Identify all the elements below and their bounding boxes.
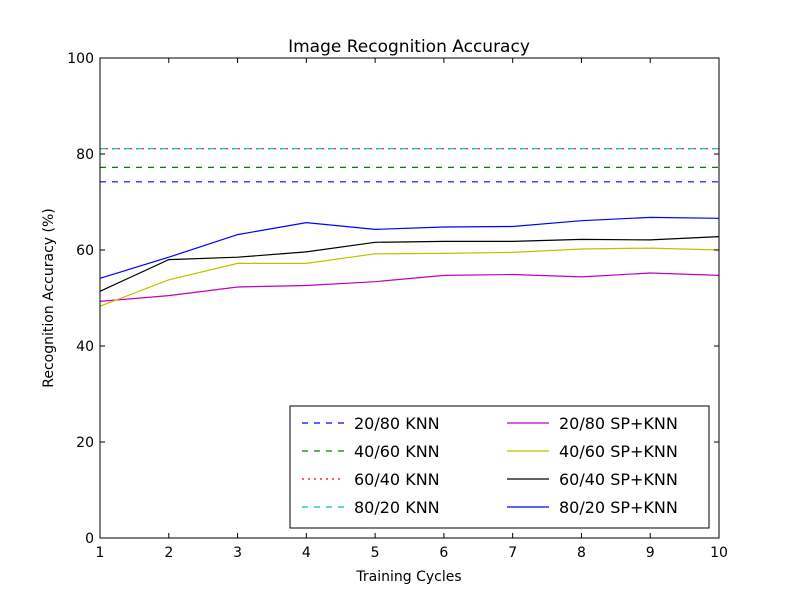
legend-label-20-80-sp-knn: 20/80 SP+KNN: [559, 414, 678, 433]
y-tick-label: 100: [67, 51, 94, 67]
x-axis-label: Training Cycles: [355, 569, 461, 585]
legend-label-80-20-sp-knn: 80/20 SP+KNN: [559, 498, 678, 517]
legend-label-60-40-knn: 60/40 KNN: [354, 470, 440, 489]
x-tick-label: 2: [164, 545, 173, 561]
plot-frame: [99, 57, 720, 539]
y-tick-label: 20: [76, 435, 94, 451]
series-line-40-60-sp-knn: [99, 247, 720, 307]
y-tick-label: 60: [76, 243, 94, 259]
x-tick-label: 6: [439, 545, 448, 561]
y-axis-label: Recognition Accuracy (%): [41, 208, 57, 387]
series-line-60-40-sp-knn: [99, 236, 720, 292]
x-tick-label: 3: [233, 545, 242, 561]
legend-box: [289, 405, 710, 529]
legend-label-20-80-knn: 20/80 KNN: [354, 414, 440, 433]
x-tick-label: 10: [710, 545, 728, 561]
series-line-80-20-sp-knn: [99, 216, 720, 279]
x-tick-label: 8: [577, 545, 586, 561]
x-tick-label: 9: [646, 545, 655, 561]
x-tick-label: 4: [302, 545, 311, 561]
series-layer: [99, 148, 720, 307]
x-tick-label: 5: [371, 545, 380, 561]
chart-title: Image Recognition Accuracy: [288, 37, 530, 57]
y-tick-label: 40: [76, 339, 94, 355]
legend-label-40-60-knn: 40/60 KNN: [354, 442, 440, 461]
legend: 20/80 KNN 40/60 KNN 60/40 KNN 80/20 KNN 20/8…: [289, 405, 710, 529]
y-tick-label: 0: [85, 531, 94, 547]
legend-label-80-20-knn: 80/20 KNN: [354, 498, 440, 517]
series-line-20-80-sp-knn: [99, 272, 720, 302]
x-tick-label: 1: [96, 545, 105, 561]
x-tick-label: 7: [508, 545, 517, 561]
legend-label-60-40-sp-knn: 60/40 SP+KNN: [559, 470, 678, 489]
legend-label-40-60-sp-knn: 40/60 SP+KNN: [559, 442, 678, 461]
y-tick-label: 80: [76, 147, 94, 163]
